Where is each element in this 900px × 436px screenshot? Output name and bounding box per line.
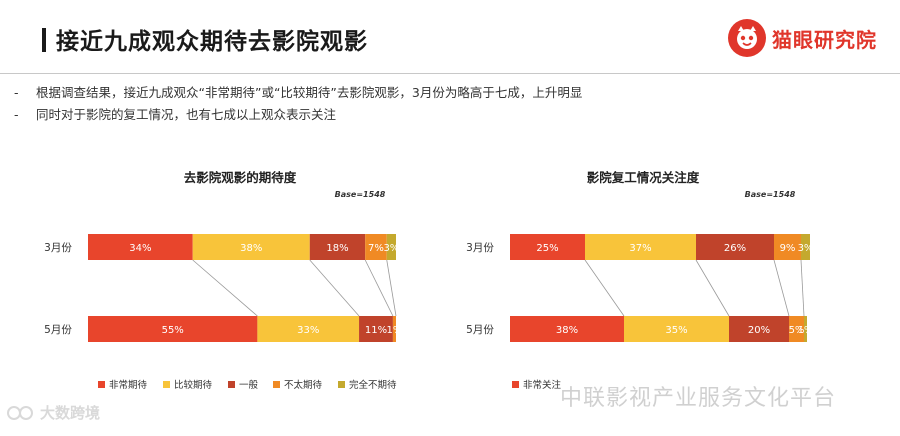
data-label: 3% bbox=[383, 243, 399, 254]
data-label: 25% bbox=[536, 243, 558, 254]
bar-segment bbox=[804, 316, 807, 342]
connector-line bbox=[773, 259, 790, 317]
bullet-item: - 根据调查结果，接近九成观众“非常期待”或“比较期待”去影院观影，3月份为略高于… bbox=[14, 82, 582, 104]
data-label: 38% bbox=[556, 325, 578, 336]
chart-2: 影院复工情况关注度 Base=1548 3月份 25% 37% 26% 9% 3% 5月份 38%… bbox=[466, 170, 813, 391]
bar-segment bbox=[392, 316, 396, 342]
brand: 猫眼研究院 bbox=[728, 18, 877, 58]
data-label: 20% bbox=[748, 325, 770, 336]
category-label: 3月份 bbox=[44, 242, 72, 254]
brand-name: 猫眼研究院 bbox=[772, 27, 877, 52]
legend-label: 非常期待 bbox=[109, 379, 148, 391]
data-label: 33% bbox=[297, 325, 319, 336]
bar-segment bbox=[359, 316, 393, 342]
legend-swatch bbox=[98, 381, 105, 388]
connector-line bbox=[584, 259, 625, 317]
bullet-text: 同时对于影院的复工情况，也有七成以上观众表示关注 bbox=[36, 107, 337, 122]
data-label: 34% bbox=[129, 243, 151, 254]
bar-segment bbox=[585, 234, 696, 260]
bar-segment bbox=[624, 316, 729, 342]
bar-segment bbox=[696, 234, 774, 260]
bullet-item: - 同时对于影院的复工情况，也有七成以上观众表示关注 bbox=[14, 104, 582, 126]
category-label: 5月份 bbox=[466, 324, 494, 336]
watermark-left-text: 大数跨境 bbox=[40, 404, 101, 422]
category-label: 5月份 bbox=[44, 324, 72, 336]
bar-segment bbox=[789, 316, 804, 342]
base-label: Base=1548 bbox=[745, 190, 796, 199]
chart-1: 去影院观影的期待度 Base=1548 3月份 34% 38% 18% 7% 3% 5月份 55%… bbox=[44, 170, 402, 391]
watermark-logo-icon bbox=[7, 405, 33, 420]
bar-segment bbox=[88, 234, 193, 260]
base-label: Base=1548 bbox=[335, 190, 386, 199]
data-label: 3% bbox=[798, 243, 814, 254]
legend-label: 不太期待 bbox=[284, 379, 323, 391]
data-label: 18% bbox=[326, 243, 348, 254]
chart-title: 去影院观影的期待度 bbox=[184, 170, 297, 185]
data-label: 1% bbox=[387, 325, 403, 336]
legend-swatch bbox=[228, 381, 235, 388]
bullet-list: - 根据调查结果，接近九成观众“非常期待”或“比较期待”去影院观影，3月份为略高于… bbox=[14, 82, 582, 126]
connector-line bbox=[309, 259, 360, 317]
legend-swatch bbox=[273, 381, 280, 388]
watermark-right-text: 中联影视产业服务文化平台 bbox=[560, 386, 837, 411]
data-label: 37% bbox=[629, 243, 651, 254]
bar-segment bbox=[309, 234, 366, 260]
legend-swatch bbox=[163, 381, 170, 388]
bar-segment bbox=[774, 234, 801, 260]
bar-segment bbox=[386, 234, 396, 260]
category-label: 3月份 bbox=[466, 242, 494, 254]
data-label: 9% bbox=[780, 243, 796, 254]
watermark-right: 中联影视产业服务文化平台 bbox=[560, 380, 836, 412]
connector-line bbox=[192, 259, 258, 317]
header: 接近九成观众期待去影院观影 猫眼研究院 bbox=[0, 0, 900, 76]
data-label: 7% bbox=[368, 243, 384, 254]
watermark-left: 大数跨境 bbox=[6, 402, 100, 423]
bar-segment bbox=[365, 234, 387, 260]
connector-line bbox=[695, 259, 730, 317]
page-title: 接近九成观众期待去影院观影 bbox=[42, 22, 368, 56]
bullet-text: 根据调查结果，接近九成观众“非常期待”或“比较期待”去影院观影，3月份为略高于七… bbox=[36, 85, 583, 100]
chart-title: 影院复工情况关注度 bbox=[587, 170, 700, 185]
title-accent-bar bbox=[42, 28, 46, 52]
legend-swatch bbox=[338, 381, 345, 388]
connector-line bbox=[800, 259, 805, 317]
bar-segment bbox=[510, 316, 624, 342]
legend-label: 一般 bbox=[239, 379, 259, 391]
connector-line bbox=[364, 259, 394, 317]
bar-segment bbox=[88, 316, 258, 342]
data-label: 55% bbox=[162, 325, 184, 336]
data-label: 11% bbox=[365, 325, 387, 336]
bar-segment bbox=[257, 316, 360, 342]
connector-line bbox=[386, 259, 397, 317]
legend-swatch bbox=[512, 381, 519, 388]
data-label: 26% bbox=[724, 243, 746, 254]
page-title-text: 接近九成观众期待去影院观影 bbox=[56, 29, 368, 55]
data-label: 38% bbox=[240, 243, 262, 254]
bar-segment bbox=[729, 316, 789, 342]
header-divider bbox=[0, 73, 900, 74]
data-label: 35% bbox=[665, 325, 687, 336]
data-label: 1% bbox=[798, 325, 814, 336]
cat-face-icon bbox=[728, 19, 766, 57]
data-label: 5% bbox=[789, 325, 805, 336]
legend-label: 完全不期待 bbox=[349, 379, 397, 391]
legend-label: 比较期待 bbox=[174, 379, 213, 391]
bar-segment bbox=[510, 234, 585, 260]
legend-label: 非常关注 bbox=[523, 379, 562, 391]
bar-segment bbox=[192, 234, 310, 260]
bar-segment bbox=[801, 234, 810, 260]
